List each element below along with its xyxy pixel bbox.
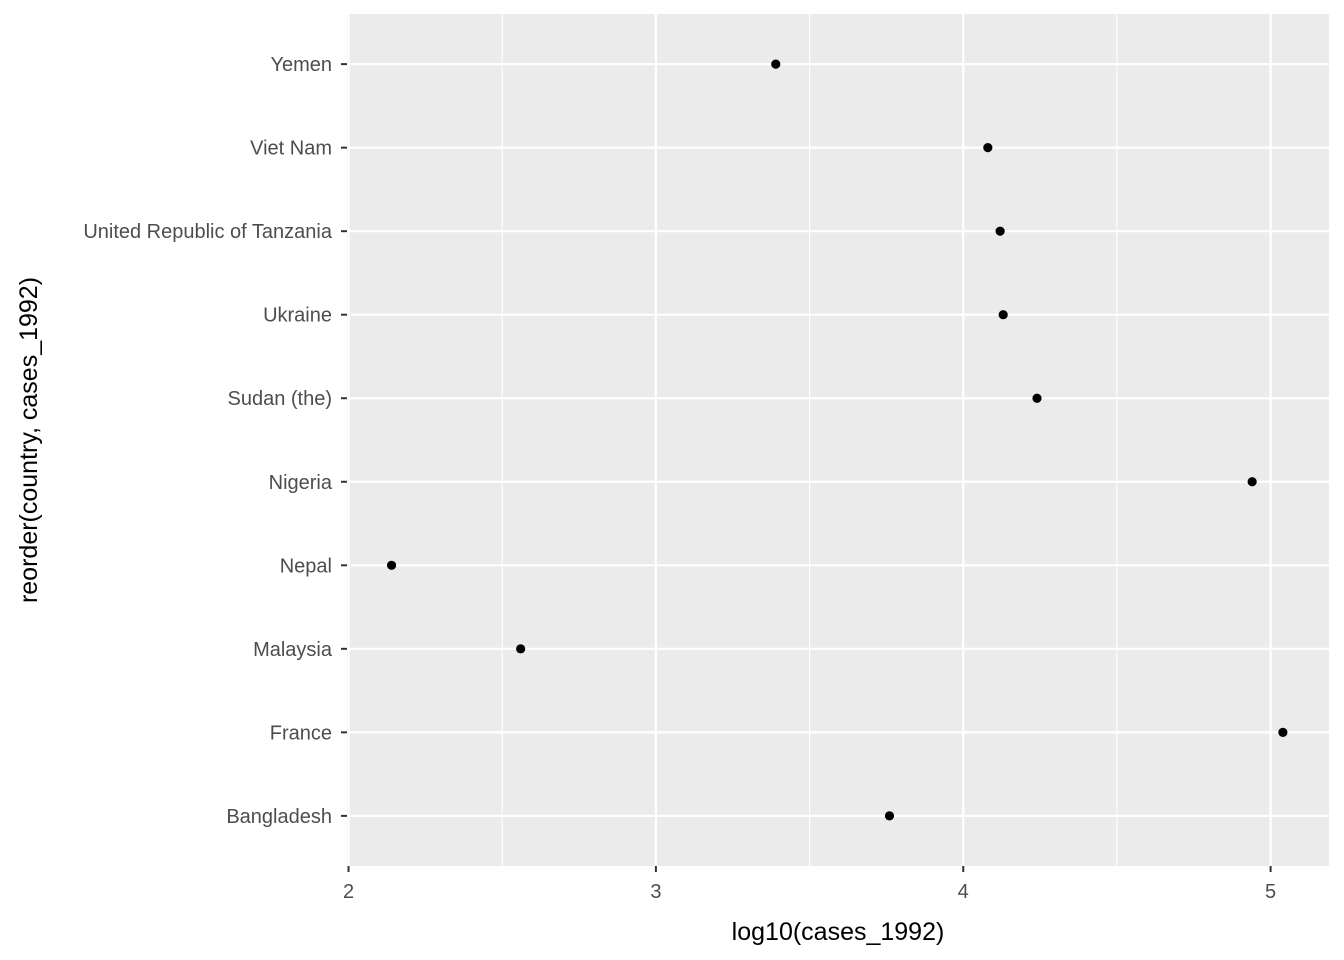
data-point xyxy=(983,143,993,153)
data-point xyxy=(516,644,526,654)
y-tick-label: Viet Nam xyxy=(250,138,332,160)
plot-panel xyxy=(347,14,1329,866)
x-tick-label: 4 xyxy=(958,881,969,903)
y-tick-label: Malaysia xyxy=(253,639,333,661)
x-axis-title: log10(cases_1992) xyxy=(732,918,945,946)
axis-ticks: 2 3 4 5 Bangladesh France Malaysia Nepal Nigeria… xyxy=(83,54,1276,903)
y-tick-label: Nigeria xyxy=(269,472,333,494)
data-point xyxy=(884,811,895,821)
y-axis-title: reorder(country, cases_1992) xyxy=(15,277,43,603)
y-tick-label: Ukraine xyxy=(263,305,332,327)
data-point xyxy=(1247,477,1257,487)
data-point xyxy=(995,226,1005,236)
data-point xyxy=(386,560,397,570)
x-tick-label: 5 xyxy=(1265,881,1276,903)
y-tick-label: Nepal xyxy=(280,555,332,577)
y-tick-label: Yemen xyxy=(270,54,332,76)
data-point xyxy=(1032,393,1042,403)
y-tick-label: Sudan (the) xyxy=(227,388,332,410)
y-tick-label: France xyxy=(270,722,332,744)
data-point xyxy=(998,310,1008,320)
grid-lines xyxy=(347,14,1329,866)
data-point xyxy=(1278,727,1288,737)
y-tick-label: United Republic of Tanzania xyxy=(83,221,333,243)
x-tick-label: 3 xyxy=(650,881,661,903)
data-point xyxy=(771,59,781,69)
y-tick-label: Bangladesh xyxy=(226,806,332,828)
data-points xyxy=(386,59,1288,821)
x-tick-label: 2 xyxy=(343,881,354,903)
